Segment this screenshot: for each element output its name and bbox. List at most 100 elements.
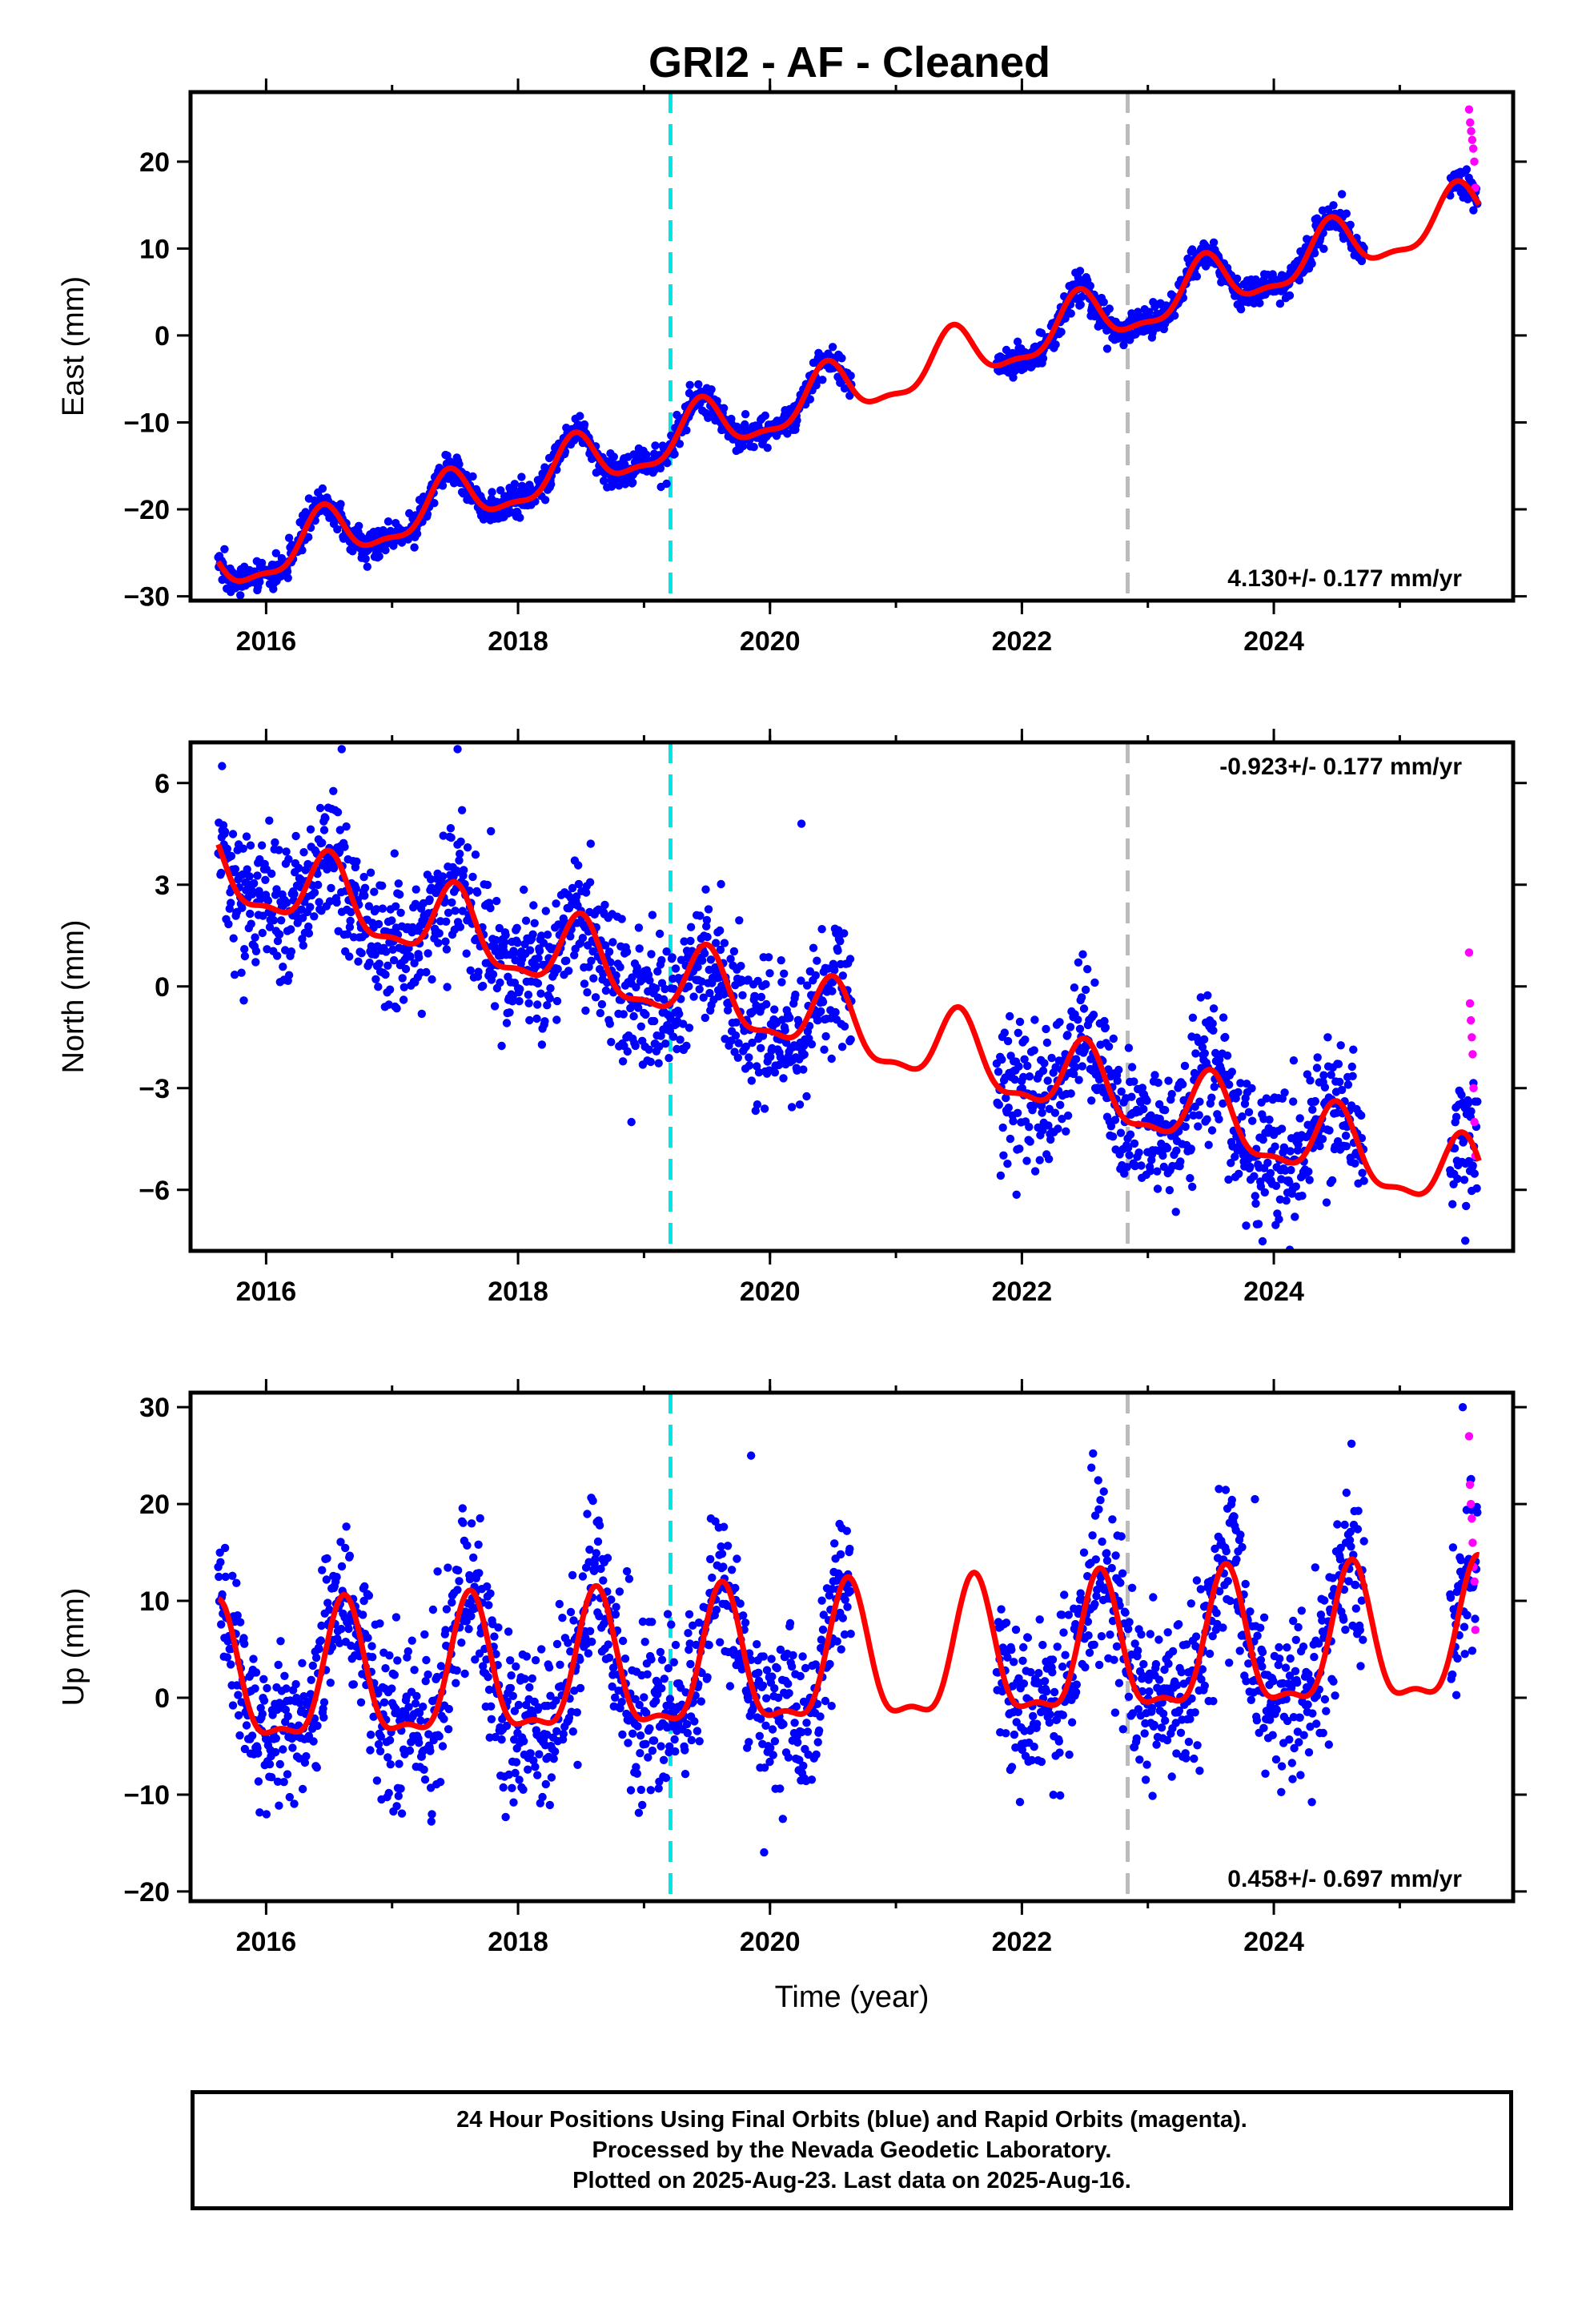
data-point [215,1572,223,1582]
data-point [572,1708,581,1717]
data-point [530,919,539,928]
data-point [1045,1718,1054,1727]
data-point [259,1675,268,1683]
data-point [670,1735,679,1744]
data-point [846,372,855,380]
data-point [840,1022,849,1031]
data-point [371,905,381,914]
data-point [420,1765,428,1774]
data-point [319,1704,327,1713]
data-point [770,1737,780,1746]
data-point [1130,1077,1138,1086]
data-point [830,1539,839,1548]
data-point [1181,1122,1190,1132]
data-point [791,990,800,999]
data-point [345,923,355,931]
data-point [279,963,287,971]
data-point [1236,1079,1245,1088]
data-point [283,1770,292,1779]
data-point [1089,1011,1098,1019]
data-point [1070,983,1079,992]
data-point [533,1000,542,1009]
data-point [401,964,411,974]
data-point [1006,1011,1014,1021]
data-point [1464,195,1472,203]
data-point [1172,1146,1181,1156]
data-point [646,1786,655,1795]
data-point [279,1778,288,1787]
data-point [624,1739,632,1747]
data-point [343,930,352,939]
data-point [341,1543,350,1553]
data-point [229,934,238,943]
data-point [517,472,526,481]
data-point [405,1746,415,1755]
data-point [273,1777,283,1786]
data-point [773,1693,783,1703]
data-point [404,1647,412,1656]
data-point [420,1630,429,1639]
data-point [766,1743,775,1752]
data-point [1018,1745,1027,1755]
data-point [371,950,379,959]
data-point [476,1514,484,1523]
data-point [487,1702,496,1711]
data-point [820,1045,829,1054]
data-point [781,1026,789,1035]
data-point [1025,1072,1034,1081]
data-point [1042,1687,1051,1696]
data-point [247,919,255,928]
data-point [526,1749,535,1758]
data-point [552,899,560,908]
data-point [262,1810,271,1819]
data-point [329,864,339,873]
data-point [335,826,344,834]
data-point [707,385,716,394]
data-point [846,1630,855,1638]
data-point [1010,1658,1018,1667]
data-point [807,1775,817,1784]
data-point [733,1053,742,1063]
data-point [766,1052,775,1062]
data-point [298,1659,307,1667]
data-point [641,1010,650,1019]
data-point [369,1712,378,1721]
data-point [543,931,552,939]
data-point [1348,1072,1357,1081]
data-point [323,1598,332,1607]
data-point [223,844,232,854]
data-point [1162,1144,1172,1153]
data-point [632,963,641,972]
data-point [785,1013,794,1023]
data-point [553,964,562,974]
data-point [1021,1035,1030,1044]
data-point [285,1792,294,1802]
data-point [275,1759,284,1769]
data-point [348,547,357,556]
data-point [744,1695,753,1704]
data-point [773,1663,781,1673]
data-point [665,1695,675,1703]
data-point [1044,1155,1054,1164]
data-point [814,1726,824,1735]
data-point [770,1005,779,1014]
data-point [1087,1096,1096,1105]
x-tick-label: 2022 [992,626,1053,657]
data-point [817,1596,826,1605]
data-point [525,946,535,955]
x-tick-label: 2020 [740,626,801,657]
data-point [1265,1116,1274,1124]
data-point [239,844,247,853]
data-point [544,1663,554,1672]
data-point [1263,1158,1272,1168]
data-point [525,1683,534,1692]
data-point [682,1719,692,1729]
data-point [764,953,773,962]
data-point [620,1655,630,1663]
data-point [682,426,691,435]
data-point [845,391,854,400]
north-model-curve [215,843,1482,1197]
data-point [1002,1729,1010,1738]
data-point [1167,1090,1176,1099]
data-point [488,488,496,497]
